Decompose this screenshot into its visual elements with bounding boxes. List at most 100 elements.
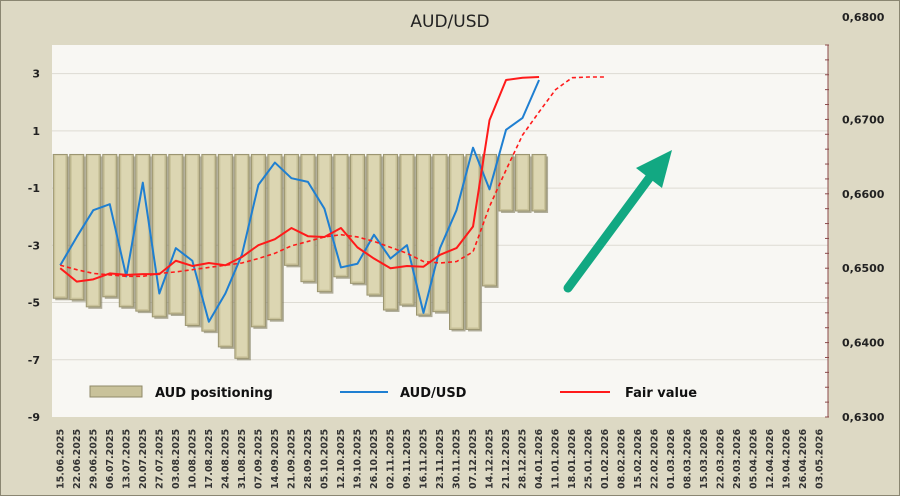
bar-highlight (104, 155, 115, 295)
x-tick-label: 09.11.2025 (402, 429, 413, 489)
x-tick-label: 19.04.2026 (782, 429, 793, 489)
x-tick-label: 28.09.2025 (303, 429, 314, 489)
series-line-fair-value-forecast (60, 76, 606, 278)
x-tick-label: 21.12.2025 (501, 429, 512, 489)
x-tick-label: 30.11.2025 (452, 429, 463, 489)
x-tick-label: 11.01.2026 (551, 429, 562, 489)
x-tick-label: 12.10.2025 (336, 429, 347, 489)
chart-title: AUD/USD (410, 12, 489, 32)
x-tick-label: 15.02.2026 (633, 429, 644, 489)
bar-highlight (435, 155, 445, 310)
x-tick-label: 25.01.2026 (584, 429, 595, 489)
bar-highlight (253, 155, 264, 325)
bar-highlight (154, 155, 165, 315)
bar-highlight (319, 155, 330, 290)
x-tick-label: 07.12.2025 (468, 429, 479, 489)
x-tick-label: 01.03.2026 (666, 429, 677, 489)
left-tick-label: 1 (32, 125, 40, 138)
bar-highlight (468, 155, 479, 328)
x-tick-label: 05.04.2026 (749, 429, 760, 489)
x-tick-label: 19.10.2025 (352, 429, 363, 489)
bar-highlight (187, 155, 198, 324)
x-tick-label: 12.04.2026 (765, 429, 776, 489)
left-tick-label: 3 (32, 68, 40, 81)
x-tick-label: 29.03.2026 (732, 429, 743, 489)
bar-highlight (401, 155, 412, 304)
left-tick-label: -1 (28, 182, 40, 195)
right-tick-label: 0,6700 (842, 113, 885, 126)
bar-highlight (88, 155, 99, 305)
x-tick-label: 13.07.2025 (121, 429, 132, 489)
x-axis: 15.06.2025 22.06.2025 29.06.2025 06.07.2025… (55, 429, 825, 489)
x-tick-label: 14.12.2025 (485, 429, 496, 489)
bar-highlight (484, 155, 495, 284)
x-tick-label: 07.09.2025 (253, 429, 264, 489)
left-tick-label: -5 (28, 297, 40, 310)
left-tick-label: -7 (28, 354, 40, 367)
bar-highlight (501, 155, 512, 209)
x-tick-label: 08.03.2026 (683, 429, 694, 489)
bar-highlight (137, 155, 148, 310)
arrow-shaft (563, 172, 655, 293)
x-tick-label: 27.07.2025 (154, 429, 165, 489)
legend-label-fair-value: Fair value (625, 386, 697, 401)
x-tick-label: 01.02.2026 (600, 429, 611, 489)
bar-highlight (302, 155, 313, 280)
x-tick-label: 14.09.2025 (270, 429, 281, 489)
right-tick-label: 0,6500 (842, 262, 885, 275)
x-tick-label: 26.10.2025 (369, 429, 380, 489)
legend-swatch-bar (89, 385, 143, 398)
x-tick-label: 02.11.2025 (385, 429, 396, 489)
x-tick-label: 26.04.2026 (798, 429, 809, 489)
bar-highlight (534, 155, 545, 209)
bar-highlight (286, 155, 297, 264)
legend-label-audusd: AUD/USD (400, 386, 467, 401)
x-tick-label: 15.06.2025 (55, 429, 66, 489)
x-tick-label: 22.02.2026 (650, 429, 661, 489)
x-tick-label: 05.10.2025 (319, 429, 330, 489)
bar-highlight (71, 155, 82, 298)
x-tick-label: 16.11.2025 (418, 429, 429, 489)
bar-highlight (451, 155, 462, 328)
bar-highlight (121, 155, 132, 305)
bar-highlight (385, 155, 396, 308)
x-tick-label: 29.06.2025 (88, 429, 99, 489)
bar-highlight (418, 155, 429, 314)
right-axis: 0,6800 0,6700 0,6600 0,6500 0,6400 0,6300 (825, 11, 885, 424)
x-tick-label: 20.07.2025 (138, 429, 149, 489)
x-tick-label: 22.03.2026 (716, 429, 727, 489)
series-line-aud-usd (59, 79, 540, 323)
arrow-annotation (563, 150, 672, 293)
bar-highlight (203, 155, 214, 330)
bar-highlight (220, 155, 231, 345)
right-tick-label: 0,6600 (842, 188, 885, 201)
lines (59, 75, 606, 323)
right-tick-label: 0,6300 (842, 411, 885, 424)
x-tick-label: 22.06.2025 (72, 429, 83, 489)
x-tick-label: 28.12.2025 (518, 429, 529, 489)
bar-highlight (55, 155, 66, 297)
bar-highlight (517, 155, 528, 209)
x-tick-label: 03.05.2026 (815, 429, 826, 489)
x-tick-label: 18.01.2026 (567, 429, 578, 489)
x-tick-label: 03.08.2025 (171, 429, 182, 489)
x-tick-label: 15.03.2026 (699, 429, 710, 489)
right-tick-label: 0,6400 (842, 337, 885, 350)
bar-highlight (170, 155, 181, 312)
bar-highlight (335, 155, 346, 275)
x-tick-label: 31.08.2025 (237, 429, 248, 489)
arrow-head (636, 150, 672, 188)
right-tick-label: 0,6800 (842, 11, 885, 24)
x-tick-label: 10.08.2025 (187, 429, 198, 489)
left-axis: 3 1 -1 -3 -5 -7 -9 (28, 68, 40, 424)
left-tick-label: -9 (28, 411, 40, 424)
left-tick-label: -3 (28, 239, 40, 252)
x-tick-label: 04.01.2026 (534, 429, 545, 489)
legend: AUD positioning AUD/USD Fair value (89, 385, 697, 401)
x-tick-label: 24.08.2025 (220, 429, 231, 489)
legend-label-positioning: AUD positioning (155, 386, 273, 401)
x-tick-label: 23.11.2025 (435, 429, 446, 489)
bar-highlight (368, 155, 379, 294)
x-tick-label: 06.07.2025 (105, 429, 116, 489)
